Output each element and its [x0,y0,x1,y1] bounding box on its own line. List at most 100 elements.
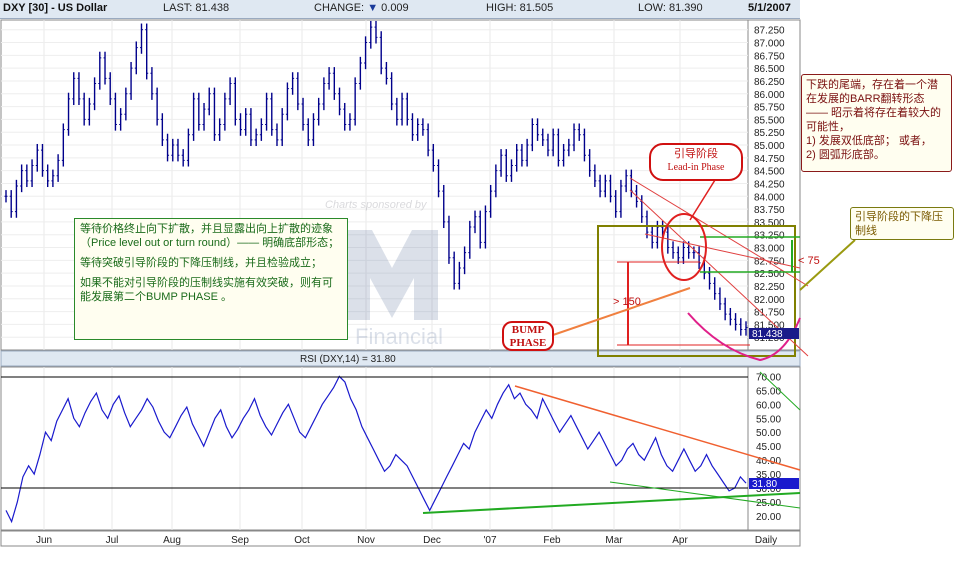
price-tick-label: 86.500 [754,64,785,75]
rsi-tick-label: 45.00 [756,442,781,453]
change-label: CHANGE: [314,2,365,14]
rsi-label-bar [0,350,801,367]
rsi-tick-label: 55.00 [756,414,781,425]
barr-line-1: 下跌的尾端，存在着一个潜在发展的BARR翻转形态 —— 昭示着将存在着较大的可能… [806,79,942,133]
price-tick-label: 85.500 [754,115,785,126]
price-tick-label: 87.250 [754,26,785,37]
rsi-downtrend-line [514,385,801,471]
price-tick-label: 81.500 [754,320,785,331]
resistance-line-1 [629,177,809,287]
date-tick-label: Jun [36,535,52,546]
lead-in-cn: 引导阶段 [674,148,718,160]
lead-in-pointer [689,179,716,221]
price-tick-label: 82.000 [754,295,785,306]
lead-in-en: Lead-in Phase [667,162,725,173]
last-price-tag-bg [749,328,799,339]
date-tick-label: Dec [423,535,441,546]
date-tick-label: Aug [163,535,181,546]
price-tick-label: 84.250 [754,179,785,190]
rsi-tick-labels: 70.00 65.00 60.00 55.00 50.00 45.00 40.00 35.00… [756,372,781,523]
price-panel [0,19,749,351]
watermark-brand: Financial [355,324,443,349]
watermark-logo [346,230,438,320]
price-tick-label: 85.750 [754,103,785,114]
last-rsi-tag-bg [749,478,799,489]
lt75-label: < 75 [798,255,820,267]
lead-in-circle [661,213,707,281]
note-line-3: 如果不能对引导阶段的压制线实施有效突破，则有可能发展第二个BUMP PHASE … [80,277,333,303]
rsi-label: RSI (DXY,14) = 31.80 [300,354,396,365]
header-date: 5/1/2007 [748,2,791,14]
bottom-strategy-note: 等待价格终止向下扩散，并且显露出向上扩散的迹象（Price level out … [74,218,348,340]
price-tick-label: 84.750 [754,154,785,165]
bump-phase-label: BUMP PHASE [502,321,554,351]
date-axis [0,530,801,547]
rsi-green-tail [759,371,801,411]
resistance-line-3 [644,233,801,269]
rsi-tick-label: 30.00 [756,484,781,495]
price-tick-label: 85.000 [754,141,785,152]
price-tick-label: 84.500 [754,167,785,178]
high-value: 81.505 [519,2,554,14]
date-tick-label: '07 [483,535,496,546]
lead-in-bubble: 引导阶段 Lead-in Phase [649,143,743,181]
bump-word-2: PHASE [509,337,547,349]
price-tick-label: 81.750 [754,308,785,319]
price-tick-label: 83.750 [754,205,785,216]
watermark-sponsor: Charts sponsored by [325,199,428,211]
date-tick-label: Feb [543,535,561,546]
price-tick-label: 83.250 [754,231,785,242]
rsi-support-line [609,481,801,509]
last-price-tag: 81.438 [752,329,783,340]
price-series [4,20,748,336]
low-label: LOW: [638,2,666,14]
price-tick-label: 82.500 [754,269,785,280]
barr-line-3: 2) 圆弧形底部。 [806,149,885,161]
price-tick-label: 83.500 [754,218,785,229]
price-tick-label: 82.250 [754,282,785,293]
price-tick-label: 87.000 [754,39,785,50]
resistance-note: 引导阶段的下降压制线 [850,207,954,240]
symbol-title: DXY [30] - US Dollar [3,2,108,14]
price-axis [747,19,801,351]
high-label: HIGH: [486,2,517,14]
high-field: HIGH: 81.505 [486,0,553,17]
rsi-tick-label: 50.00 [756,428,781,439]
low-field: LOW: 81.390 [638,0,703,17]
note-line-2: 等待突破引导阶段的下降压制线，并且检验成立； [80,257,322,269]
olive-pointer [799,239,856,291]
rsi-tick-label: 60.00 [756,400,781,411]
change-value: 0.009 [381,2,409,14]
date-tick-label: Apr [672,535,688,546]
rsi-series [5,375,747,524]
barr-reversal-note: 下跌的尾端，存在着一个潜在发展的BARR翻转形态 —— 昭示着将存在着较大的可能… [801,74,952,172]
date-tick-label: Jul [106,535,119,546]
rsi-tick-label: 40.00 [756,456,781,467]
date-tick-label: Oct [294,535,310,546]
header-divider [0,18,800,19]
rsi-tick-label: 35.00 [756,470,781,481]
rsi-line [5,375,747,524]
olive-zone-box [597,225,796,357]
price-tick-label: 86.750 [754,51,785,62]
date-tick-label: Sep [231,535,249,546]
last-label: LAST: [163,2,193,14]
bump-word-1: BUMP [511,324,545,336]
date-tick-label: Nov [357,535,375,546]
barr-line-2: 1) 发展双低底部； 或者， [806,135,932,147]
bump-pointer [552,287,691,336]
change-field: CHANGE: ▼ 0.009 [314,0,409,17]
rsi-tick-label: 20.00 [756,512,781,523]
rsi-uptrend-line [422,492,801,514]
date-tick-label: Daily [755,535,777,546]
rsi-tick-label: 70.00 [756,372,781,383]
price-tick-label: 86.000 [754,90,785,101]
price-tick-label: 86.250 [754,77,785,88]
down-arrow-icon: ▼ [367,2,379,14]
price-tick-label: 85.250 [754,128,785,139]
price-tick-label: 84.000 [754,192,785,203]
last-rsi-tag: 31.80 [752,479,777,490]
header-bar [0,0,800,18]
rsi-tick-label: 65.00 [756,386,781,397]
